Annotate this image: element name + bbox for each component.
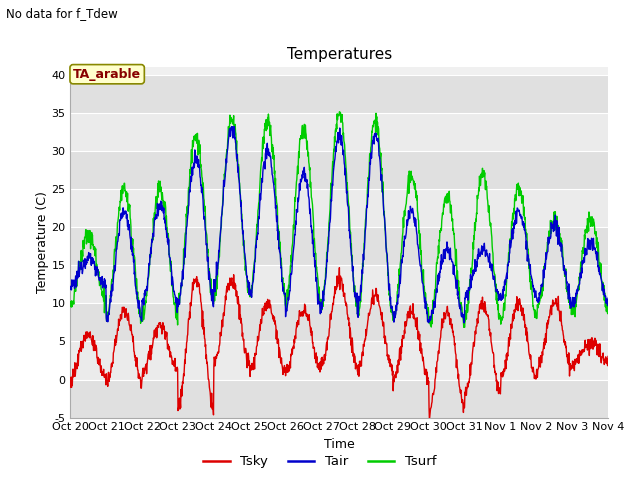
Tsky [186,315,194,321]
Tsurf [246,294,254,300]
Tsurf [423,301,431,307]
Tsurf [493,296,501,302]
Tsky [426,418,433,423]
Tair [541,261,548,266]
Bar [70,151,608,189]
Tsurf [335,109,343,115]
Tsurf [461,324,468,330]
Tair [186,189,194,195]
Tair [460,320,468,326]
Tair [67,286,74,292]
Tair [604,295,612,301]
Tair [246,293,254,299]
Title: Temperatures: Temperatures [287,47,392,62]
Bar [70,265,608,303]
Y-axis label: Temperature (C): Temperature (C) [36,192,49,293]
Tair [173,303,180,309]
Bar [70,189,608,227]
Tsurf [173,317,180,323]
Line: Tsky: Tsky [70,268,608,420]
Tsurf [67,300,74,306]
Tsky [604,354,612,360]
Bar [70,75,608,113]
X-axis label: Time: Time [324,438,355,451]
Tair [230,124,238,130]
Line: Tair: Tair [70,127,608,323]
Tsky [423,382,431,387]
Bar [70,341,608,380]
Bar [70,303,608,341]
Tsky [173,368,180,374]
Tair [493,288,501,294]
Bar [70,113,608,151]
Bar [70,227,608,265]
Tsky [335,265,343,271]
Tsky [541,342,548,348]
Tsurf [541,262,548,268]
Text: TA_arable: TA_arable [73,68,141,81]
Tsky [493,387,501,393]
Tsurf [186,167,194,172]
Tsky [246,373,254,379]
Tsurf [604,310,612,315]
Line: Tsurf: Tsurf [70,112,608,327]
Tsky [67,383,74,388]
Text: No data for f_Tdew: No data for f_Tdew [6,7,118,20]
Legend: Tsky, Tair, Tsurf: Tsky, Tair, Tsurf [198,450,442,473]
Bar [70,380,608,418]
Tair [423,311,431,316]
